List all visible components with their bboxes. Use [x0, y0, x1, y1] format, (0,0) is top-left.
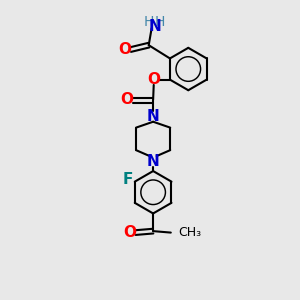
Text: F: F	[123, 172, 134, 188]
Text: N: N	[147, 109, 160, 124]
Text: O: O	[118, 41, 131, 56]
Text: O: O	[123, 224, 136, 239]
Text: N: N	[147, 154, 160, 169]
Text: O: O	[147, 72, 160, 87]
Text: CH₃: CH₃	[178, 226, 201, 239]
Text: H: H	[144, 15, 154, 28]
Text: H: H	[155, 15, 165, 28]
Text: N: N	[148, 19, 161, 34]
Text: O: O	[121, 92, 134, 107]
